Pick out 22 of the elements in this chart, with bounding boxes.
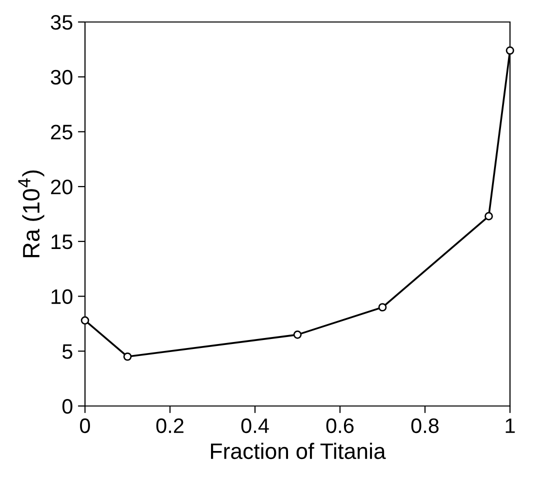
point <box>293 330 302 339</box>
point <box>80 316 90 325</box>
y-tick-label: 5 <box>62 344 72 359</box>
x-tick-label: 1 <box>506 418 515 433</box>
x-tick-label: 0.6 <box>326 418 354 434</box>
y-tick-label: 35 <box>50 15 72 30</box>
y-tick-label: 20 <box>51 180 72 194</box>
point <box>484 212 493 220</box>
y-tick-label: 15 <box>52 234 72 250</box>
y-tick-label: 10 <box>52 289 72 304</box>
point <box>378 303 387 312</box>
y-tick-label: 0 <box>62 399 72 414</box>
x-tick-label: 0.8 <box>411 418 439 434</box>
x-tick-label: 0.2 <box>156 418 184 434</box>
y-tick-label: 30 <box>50 70 72 85</box>
y-tick-label: 25 <box>51 124 72 140</box>
x-axis-title: Fraction of Titania <box>211 442 386 460</box>
point <box>506 46 514 55</box>
x-tick-label: 0 <box>80 418 90 434</box>
x-tick-label: 0.4 <box>241 418 269 434</box>
point <box>123 352 132 361</box>
y-axis-title: Ra (10$^{4}$) <box>18 170 44 258</box>
